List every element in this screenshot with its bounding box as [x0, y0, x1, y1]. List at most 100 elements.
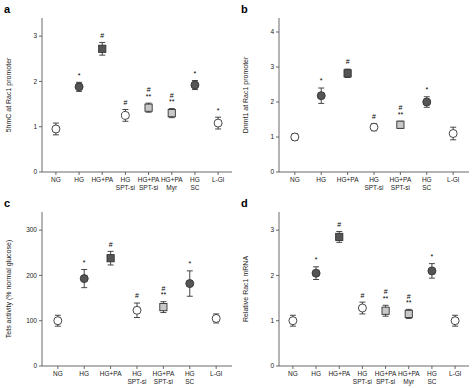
error-bar-cap	[108, 264, 114, 265]
x-tick	[385, 366, 386, 369]
panel: cTets activity (% normal glucose)0100200…	[4, 197, 232, 385]
x-tick-label: HG+PASPT-si	[390, 176, 412, 191]
x-tick-label: HG+PA	[91, 176, 113, 183]
x-tick-label: NG	[53, 370, 63, 377]
significance-label: #**	[161, 285, 167, 298]
x-tick-label-line: HG+PA	[91, 176, 113, 183]
x-tick	[218, 172, 219, 175]
x-tick-label: HG	[74, 176, 84, 183]
x-tick-label-line: SC	[427, 378, 436, 385]
x-tick	[125, 172, 126, 175]
x-tick	[316, 366, 317, 369]
significance-label-line: #	[360, 292, 364, 299]
marker-circle	[312, 269, 320, 277]
y-axis-label: Dnmt1 at Rac1 promoter	[242, 56, 250, 133]
y-tick-label: 3	[33, 32, 37, 39]
x-tick-label-line: HG+PA	[138, 176, 160, 183]
x-tick	[57, 366, 58, 369]
marker-circle	[291, 133, 299, 141]
significance-label-line: *	[431, 253, 434, 260]
x-tick-label: HGSPT-si	[116, 176, 135, 191]
significance-label-line: *	[194, 70, 197, 77]
error-bar	[383, 305, 389, 316]
significance-label: *	[315, 256, 318, 263]
error-bar-cap	[215, 128, 221, 129]
error-bar-cap	[108, 251, 114, 252]
x-tick-label-line: HG+PA	[161, 176, 183, 183]
error-bar	[424, 97, 430, 108]
significance-label: *	[83, 259, 86, 266]
error-bar-cap	[450, 127, 456, 128]
significance-label: #**	[169, 92, 175, 105]
x-tick-label-line: SC	[190, 184, 199, 191]
x-tick-label: L-Gl	[212, 176, 225, 183]
error-bar-cap	[160, 301, 166, 302]
y-tick	[39, 126, 42, 127]
marker-circle	[423, 98, 431, 106]
error-bar	[397, 121, 403, 128]
marker-circle	[52, 125, 60, 133]
y-tick	[276, 275, 279, 276]
error-bar	[429, 264, 435, 278]
error-bar-cap	[55, 326, 61, 327]
x-tick-label: HG+PASPT-si	[153, 370, 175, 385]
x-tick-label: HG	[311, 370, 321, 377]
significance-label-line: *	[188, 260, 191, 267]
x-tick-label-line: SPT-si	[353, 378, 372, 385]
y-tick-label: 200	[26, 272, 37, 279]
error-bar-cap	[336, 242, 342, 243]
x-tick-label-line: HG	[369, 176, 379, 183]
y-tick-label: 2	[33, 78, 37, 85]
marker-circle	[121, 111, 129, 119]
error-bar	[215, 117, 221, 129]
x-tick-label: HGSPT-si	[353, 370, 372, 385]
significance-label-line: **	[161, 291, 167, 298]
x-tick-label-line: SPT-si	[116, 184, 135, 191]
error-bar	[53, 123, 59, 135]
marker-circle	[358, 304, 366, 312]
error-bar-cap	[146, 103, 152, 104]
error-bar-cap	[55, 315, 61, 316]
x-tick-label-line: L-Gl	[449, 370, 462, 377]
significance-label-line: *	[320, 77, 323, 84]
y-tick	[39, 366, 42, 367]
y-tick-label: 0	[270, 168, 274, 175]
panel: dRelative Rac1 mRNA0123NGHGHG+PAHGSPT-si…	[241, 197, 469, 386]
error-bar-cap	[383, 305, 389, 306]
x-tick-label: HG+PA	[328, 370, 350, 377]
error-bar-cap	[359, 313, 365, 314]
x-tick	[171, 172, 172, 175]
error-bar-cap	[53, 134, 59, 135]
marker-square	[99, 45, 106, 52]
error-bar	[99, 42, 105, 55]
x-tick	[163, 366, 164, 369]
y-axis-line	[279, 212, 280, 366]
marker-circle	[191, 81, 199, 89]
marker-circle	[133, 306, 141, 314]
marker-circle	[370, 123, 378, 131]
marker-circle	[214, 119, 222, 127]
x-tick	[55, 172, 56, 175]
error-bar-cap	[290, 315, 296, 316]
error-bar-cap	[359, 302, 365, 303]
x-tick	[79, 172, 80, 175]
y-tick-label: 0	[33, 362, 37, 369]
y-tick-label: 0	[270, 362, 274, 369]
plot-area	[289, 231, 459, 326]
x-tick-label: HG+PAMyr	[161, 176, 183, 192]
plot-area	[54, 251, 220, 326]
x-tick-label: NG	[290, 176, 300, 183]
error-bar	[76, 82, 82, 91]
x-tick-label: HGSC	[190, 176, 200, 191]
y-tick	[39, 36, 42, 37]
significance-label: #	[135, 292, 139, 299]
x-tick-label-line: SPT-si	[391, 184, 410, 191]
significance-label: *	[78, 72, 81, 79]
x-axis-line	[42, 172, 232, 173]
error-bar-cap	[169, 108, 175, 109]
y-tick-label: 1	[270, 317, 274, 324]
x-tick-label-line: L-Gl	[447, 176, 460, 183]
x-tick-label-line: NG	[288, 370, 298, 377]
error-bar	[406, 309, 412, 318]
x-tick-label: HG+PAMyr	[398, 370, 420, 386]
